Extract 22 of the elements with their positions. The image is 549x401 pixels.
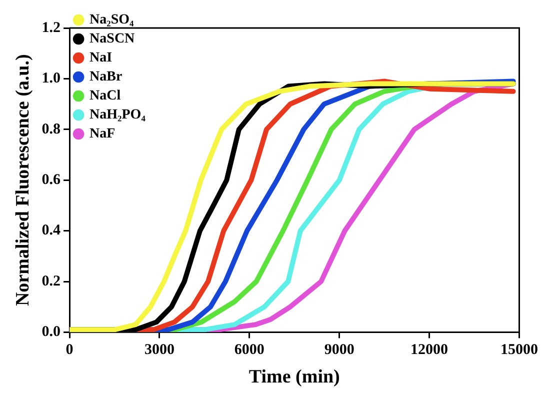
y-tick-label: 1.2	[42, 20, 61, 36]
x-tick-label: 6000	[234, 342, 264, 358]
y-tick-label: 0.6	[42, 172, 62, 188]
legend-label: NaH₂PO₄	[90, 108, 146, 123]
y-tick-label: 0.4	[42, 222, 62, 239]
y-tick-label: 1.0	[42, 70, 61, 87]
y-axis-title: Normalized Fluorescence (a.u.)	[12, 54, 34, 306]
x-axis-title: Time (min)	[248, 366, 340, 388]
legend-label: NaSCN	[90, 32, 135, 47]
y-tick-label: 0.8	[42, 121, 61, 138]
x-tick-label: 0	[66, 342, 74, 358]
x-tick-label: 12000	[410, 342, 448, 358]
y-tick-label: 0.0	[42, 324, 61, 340]
x-tick-label: 9000	[324, 342, 354, 358]
y-tick-label: 0.2	[42, 273, 61, 290]
x-tick-label: 15000	[500, 342, 538, 358]
legend-label: NaF	[90, 126, 116, 142]
legend-label: NaCl	[90, 88, 121, 104]
x-tick-label: 3000	[144, 342, 174, 358]
legend-label: NaI	[90, 50, 112, 66]
legend-label: Na₂SO₄	[90, 12, 135, 28]
legend-label: NaBr	[90, 70, 122, 85]
